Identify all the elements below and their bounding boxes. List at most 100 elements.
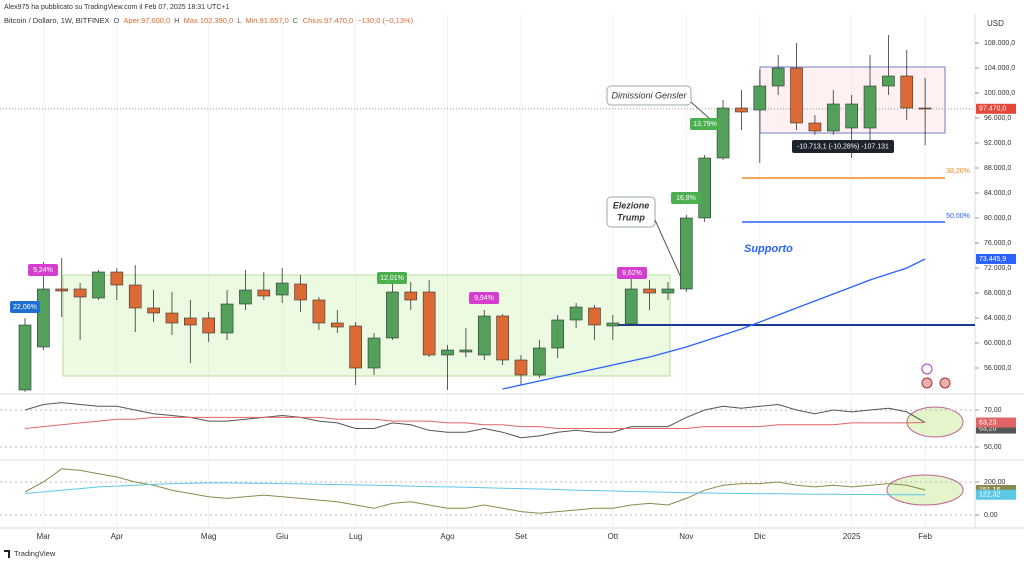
candle-body [312, 299, 326, 324]
event-icon[interactable] [921, 377, 933, 389]
candle-body [918, 107, 932, 110]
price-tag [976, 423, 1016, 434]
y-tick-label: 50,00 [984, 444, 1002, 451]
support-label: Supporto [744, 243, 793, 255]
candle-body [661, 288, 675, 294]
y-tick-label: 72.000,0 [984, 265, 1011, 272]
candle-body [441, 349, 454, 356]
badge-label: 9,24% [33, 267, 53, 274]
candle-body [73, 288, 87, 298]
y-tick-label: 68.000,0 [984, 290, 1011, 297]
callout-text: Dimissioni Gensler [611, 90, 687, 100]
candle-body [477, 315, 491, 356]
event-icon[interactable] [921, 363, 933, 375]
legend-key: C [293, 16, 299, 25]
price-tag-label: 97.470,0 [979, 106, 1006, 113]
badge [617, 267, 647, 279]
x-tick-label: Mar [36, 532, 50, 541]
candle-body [239, 289, 252, 305]
chart-title: Bitcoin / Dollaro, 1W, BITFINEX [4, 16, 109, 25]
x-tick-label: Nov [679, 532, 693, 541]
moving-average [502, 258, 926, 390]
y-tick-label: 88.000,0 [984, 165, 1011, 172]
badge-label: 9,94% [474, 295, 494, 302]
candle-body [165, 312, 179, 324]
candle-body [202, 317, 215, 334]
candle-body [220, 303, 234, 334]
callout [606, 196, 656, 228]
y-tick-label: 92.000,0 [984, 140, 1011, 147]
price-tag-label: 63,23 [979, 419, 997, 426]
badge [377, 272, 407, 284]
y-unit: USD [987, 19, 1004, 28]
candle-body [698, 157, 711, 219]
candle-body [808, 122, 822, 132]
candle-body [294, 283, 307, 301]
candle-body [275, 282, 289, 296]
highlight [906, 406, 964, 438]
candle-body [55, 288, 69, 292]
candle-body [790, 67, 803, 124]
event-icon[interactable] [939, 377, 951, 389]
candle-body [624, 288, 638, 325]
candle-body [863, 85, 877, 129]
candle-body [826, 103, 840, 132]
y-tick-label: 0,00 [984, 512, 998, 519]
callout-text: Trump [617, 212, 645, 222]
candle-body [882, 75, 895, 87]
legend-key: O [113, 16, 119, 25]
candle-body [496, 315, 509, 361]
legend-value: Aper.97.600,0 [123, 16, 170, 25]
candle-body [367, 337, 381, 369]
legend-change: −130,0 (−0,13%) [357, 16, 413, 25]
fib-label: 50,00% [946, 213, 970, 220]
x-tick-label: Dic [754, 532, 766, 541]
x-tick-label: 2025 [843, 532, 861, 541]
candle-body [349, 325, 362, 369]
y-tick-label: 96.000,0 [984, 115, 1011, 122]
callout-arrow [654, 219, 684, 283]
badge [690, 118, 720, 130]
price-tag [976, 103, 1016, 114]
indicator-line [24, 482, 926, 496]
candle-body [606, 322, 620, 327]
candle-body [184, 317, 197, 326]
candle-body [569, 306, 583, 321]
badge-label: 16,8% [676, 195, 696, 202]
callout [606, 85, 692, 106]
candle-body [514, 359, 528, 376]
range-box [62, 274, 671, 377]
indicator-line [24, 416, 926, 429]
y-tick-label: 84.000,0 [984, 190, 1011, 197]
legend-key: L [237, 16, 241, 25]
candle-body [716, 107, 730, 159]
candle-body [735, 107, 748, 113]
price-tag-label: 122,32 [979, 492, 1001, 499]
candle-body [37, 288, 50, 348]
badge [28, 264, 58, 276]
candle-body [128, 284, 142, 309]
badge [10, 301, 40, 313]
candle-body [330, 322, 344, 328]
x-tick-label: Giu [276, 532, 288, 541]
candle-body [257, 289, 271, 297]
candle-body [753, 85, 767, 111]
y-tick-label: 56.000,0 [984, 365, 1011, 372]
x-tick-label: Lug [349, 532, 362, 541]
x-tick-label: Set [515, 532, 528, 541]
candle-body [845, 103, 858, 129]
publisher: Alex975 ha pubblicato su TradingView.com… [4, 4, 229, 11]
x-tick-label: Ott [608, 532, 619, 541]
y-tick-label: 80.000,0 [984, 215, 1011, 222]
plot-layer: Bitcoin / Dollaro, 1W, BITFINEX O Aper.97.… [0, 16, 1016, 541]
y-tick-label: 60.000,0 [984, 340, 1011, 347]
y-tick-label: 64.000,0 [984, 315, 1011, 322]
candle-body [643, 288, 656, 294]
badge-label: 13,79% [693, 121, 717, 128]
candle-body [110, 271, 124, 286]
legend-value: Chius.97.470,0 [303, 16, 353, 25]
candle-body [18, 324, 32, 391]
x-tick-label: Mag [201, 532, 217, 541]
